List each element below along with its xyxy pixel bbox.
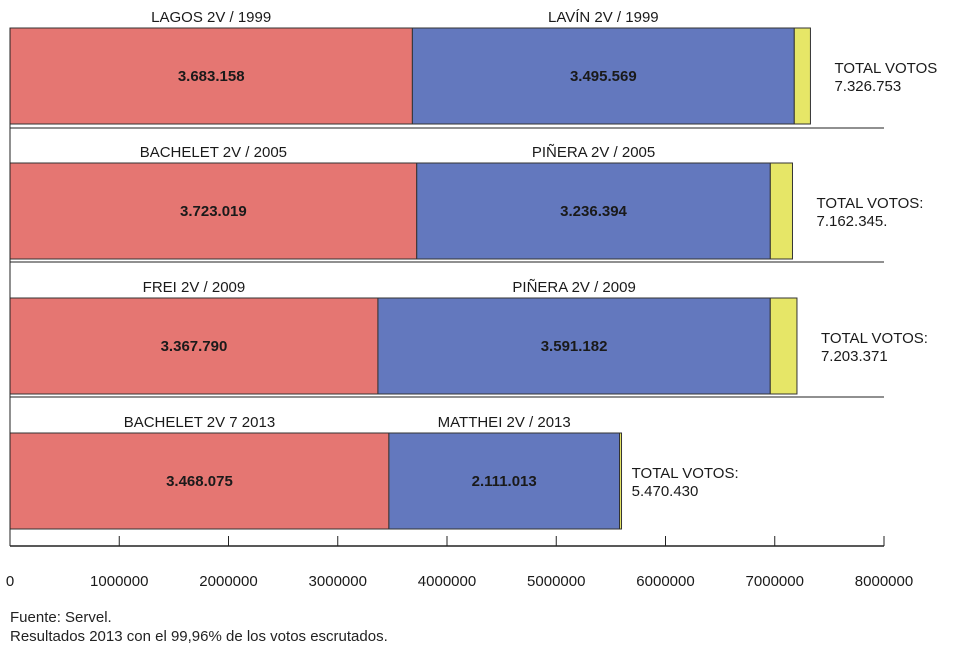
bar-left-value-label: 3.683.158: [178, 68, 245, 85]
bar-other-segment: [619, 432, 623, 530]
total-votes-value: 5.470.430: [632, 483, 699, 500]
bar-left-name: FREI 2V / 2009: [143, 279, 246, 296]
bar-left-segment: [9, 432, 390, 530]
total-votes-value: 7.326.753: [834, 78, 901, 95]
total-votes-label: TOTAL VOTOS:: [632, 465, 739, 482]
bar-right-segment: [388, 432, 621, 530]
stacked-bar-chart: LAGOS 2V / 1999 LAVÍN 2V / 1999 3.683.158 3…: [6, 9, 937, 590]
bar-right-name: PIÑERA 2V / 2005: [532, 144, 655, 161]
bar-left-value-label: 3.723.019: [180, 203, 247, 220]
bar-left-value-label: 3.468.075: [166, 473, 233, 490]
bar-other-segment: [769, 297, 798, 395]
x-tick-label: 4000000: [418, 573, 476, 590]
bar-right-value-label: 2.111.013: [472, 473, 537, 490]
results-note: Resultados 2013 con el 99,96% de los vot…: [10, 628, 388, 645]
total-votes-value: 7.162.345.: [816, 213, 887, 230]
total-votes-label: TOTAL VOTOS:: [821, 330, 928, 347]
total-votes-label: TOTAL VOTOS:: [816, 195, 923, 212]
bar-right-name: PIÑERA 2V / 2009: [512, 279, 635, 296]
bar-right-name: MATTHEI 2V / 2013: [438, 414, 571, 431]
total-votes-label: TOTAL VOTOS: [834, 60, 937, 77]
x-tick-label: 6000000: [636, 573, 694, 590]
source-note: Fuente: Servel.: [10, 609, 112, 626]
bar-right-segment: [416, 162, 771, 260]
bar-left-name: BACHELET 2V 7 2013: [124, 414, 275, 431]
bar-right-segment: [411, 27, 795, 125]
x-tick-label: 1000000: [90, 573, 148, 590]
x-tick-label: 8000000: [855, 573, 913, 590]
bar-left-segment: [9, 27, 413, 125]
bar-left-segment: [9, 162, 418, 260]
bar-right-value-label: 3.591.182: [541, 338, 608, 355]
x-tick-label: 3000000: [309, 573, 367, 590]
bar-right-value-label: 3.495.569: [570, 68, 637, 85]
x-tick-label: 5000000: [527, 573, 585, 590]
bar-other-segment: [793, 27, 811, 125]
x-tick-label: 2000000: [199, 573, 257, 590]
bar-left-segment: [9, 297, 379, 395]
x-tick-label: 7000000: [746, 573, 804, 590]
bar-left-value-label: 3.367.790: [161, 338, 228, 355]
bar-other-segment: [769, 162, 793, 260]
bar-right-name: LAVÍN 2V / 1999: [548, 9, 659, 26]
bar-left-name: LAGOS 2V / 1999: [151, 9, 271, 26]
x-tick-label: 0: [6, 573, 14, 590]
bar-right-value-label: 3.236.394: [560, 203, 627, 220]
bar-left-name: BACHELET 2V / 2005: [140, 144, 287, 161]
bar-right-segment: [377, 297, 771, 395]
total-votes-value: 7.203.371: [821, 348, 888, 365]
